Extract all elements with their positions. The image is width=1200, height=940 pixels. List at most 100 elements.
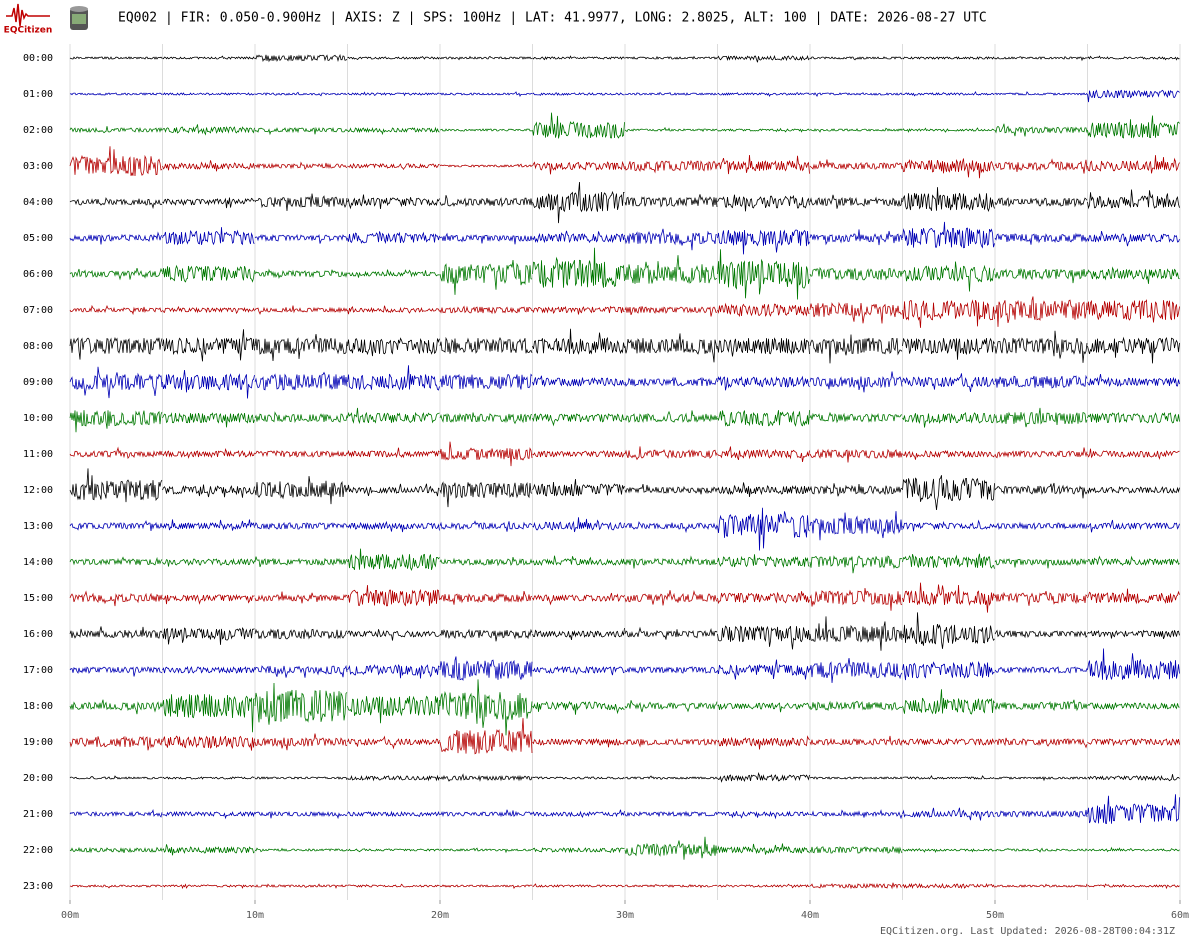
trace-segment xyxy=(717,772,810,783)
trace-segment xyxy=(439,884,533,889)
trace-segment xyxy=(162,264,255,283)
trace-segment xyxy=(69,775,163,780)
trace-segment xyxy=(254,161,348,171)
trace-segment xyxy=(717,659,810,680)
trace-segment xyxy=(254,776,348,781)
trace-segment xyxy=(347,126,440,136)
trace-segment xyxy=(902,553,995,569)
trace-segment xyxy=(1087,738,1180,747)
trace-segment xyxy=(809,448,903,463)
trace-segment xyxy=(809,845,903,854)
trace-segment xyxy=(439,336,533,354)
trace-segment xyxy=(624,521,718,534)
trace-segment xyxy=(162,519,255,531)
trace-segment xyxy=(532,517,625,533)
trace-segment xyxy=(809,483,903,497)
hour-label: 15:00 xyxy=(23,593,53,604)
trace-segment xyxy=(1087,230,1180,247)
trace-segment xyxy=(162,305,255,315)
trace-segment xyxy=(1087,89,1180,103)
hour-label: 05:00 xyxy=(23,233,53,244)
trace: 22:00 xyxy=(23,836,1180,860)
x-tick-label: 50m xyxy=(986,910,1004,921)
trace-segment xyxy=(1087,155,1180,174)
trace-segment xyxy=(717,591,810,605)
trace-segment xyxy=(439,628,533,642)
trace-segment xyxy=(254,628,348,640)
trace: 21:00 xyxy=(23,794,1180,825)
trace-segment xyxy=(532,555,625,567)
trace-segment xyxy=(254,847,348,853)
trace-segment xyxy=(809,657,903,683)
trace-segment xyxy=(162,197,255,209)
hour-label: 21:00 xyxy=(23,809,53,820)
trace-segment xyxy=(624,376,718,387)
trace-segment xyxy=(717,249,810,300)
trace-segment xyxy=(717,194,810,212)
trace-segment xyxy=(162,627,255,645)
trace-segment xyxy=(162,776,255,780)
trace-segment xyxy=(994,847,1088,853)
trace-segment xyxy=(1087,115,1180,139)
trace-segment xyxy=(1087,189,1180,210)
trace-segment xyxy=(254,193,348,211)
trace-segment xyxy=(162,370,255,399)
trace-segment xyxy=(902,475,995,511)
trace-segment xyxy=(624,410,718,424)
trace-segment xyxy=(69,468,163,503)
trace-segment xyxy=(994,267,1088,284)
trace-segment xyxy=(254,883,348,889)
trace: 15:00 xyxy=(23,582,1180,613)
trace-segment xyxy=(162,694,255,733)
trace-segment xyxy=(1087,266,1180,284)
hour-label: 11:00 xyxy=(23,449,53,460)
trace-segment xyxy=(902,299,995,328)
trace-segment xyxy=(162,124,255,136)
trace-segment xyxy=(254,126,348,136)
trace-segment xyxy=(902,411,995,428)
trace-segment xyxy=(347,231,440,245)
trace-segment xyxy=(532,112,625,139)
trace-segment xyxy=(624,446,718,461)
hour-label: 04:00 xyxy=(23,197,53,208)
trace: 19:00 xyxy=(23,718,1180,755)
trace-segment xyxy=(994,91,1088,96)
trace-segment xyxy=(439,195,533,208)
trace-segment xyxy=(1087,519,1180,533)
trace-segment xyxy=(624,810,718,817)
trace-segment xyxy=(347,883,440,888)
trace-segment xyxy=(717,554,810,568)
trace-segment xyxy=(162,412,255,428)
trace-segment xyxy=(439,163,533,168)
trace-segment xyxy=(624,159,718,174)
grid xyxy=(69,44,1181,900)
trace-segment xyxy=(532,847,625,854)
trace-segment xyxy=(809,56,903,61)
trace: 12:00 xyxy=(23,468,1180,511)
trace-segment xyxy=(439,656,533,681)
trace-segment xyxy=(347,365,440,391)
trace-segment xyxy=(902,158,995,179)
trace-segment xyxy=(624,228,718,251)
trace: 03:00 xyxy=(23,146,1180,179)
trace-segment xyxy=(532,328,625,355)
trace-segment xyxy=(717,410,810,427)
trace-segment xyxy=(902,261,995,292)
trace-segment xyxy=(902,90,995,97)
trace-segment xyxy=(347,91,440,97)
hour-label: 16:00 xyxy=(23,629,53,640)
trace-segment xyxy=(347,585,440,607)
trace-segment xyxy=(717,810,810,820)
trace-segment xyxy=(439,91,533,98)
x-tick-label: 00m xyxy=(61,910,79,921)
trace-segment xyxy=(532,665,625,676)
trace-segment xyxy=(902,689,995,715)
trace: 09:00 xyxy=(23,365,1180,399)
trace-segment xyxy=(254,591,348,604)
trace-segment xyxy=(994,521,1088,531)
trace-segment xyxy=(902,612,995,649)
trace-segment xyxy=(347,407,440,425)
trace-segment xyxy=(162,329,255,362)
trace-segment xyxy=(254,411,348,424)
trace-segment xyxy=(902,373,995,392)
